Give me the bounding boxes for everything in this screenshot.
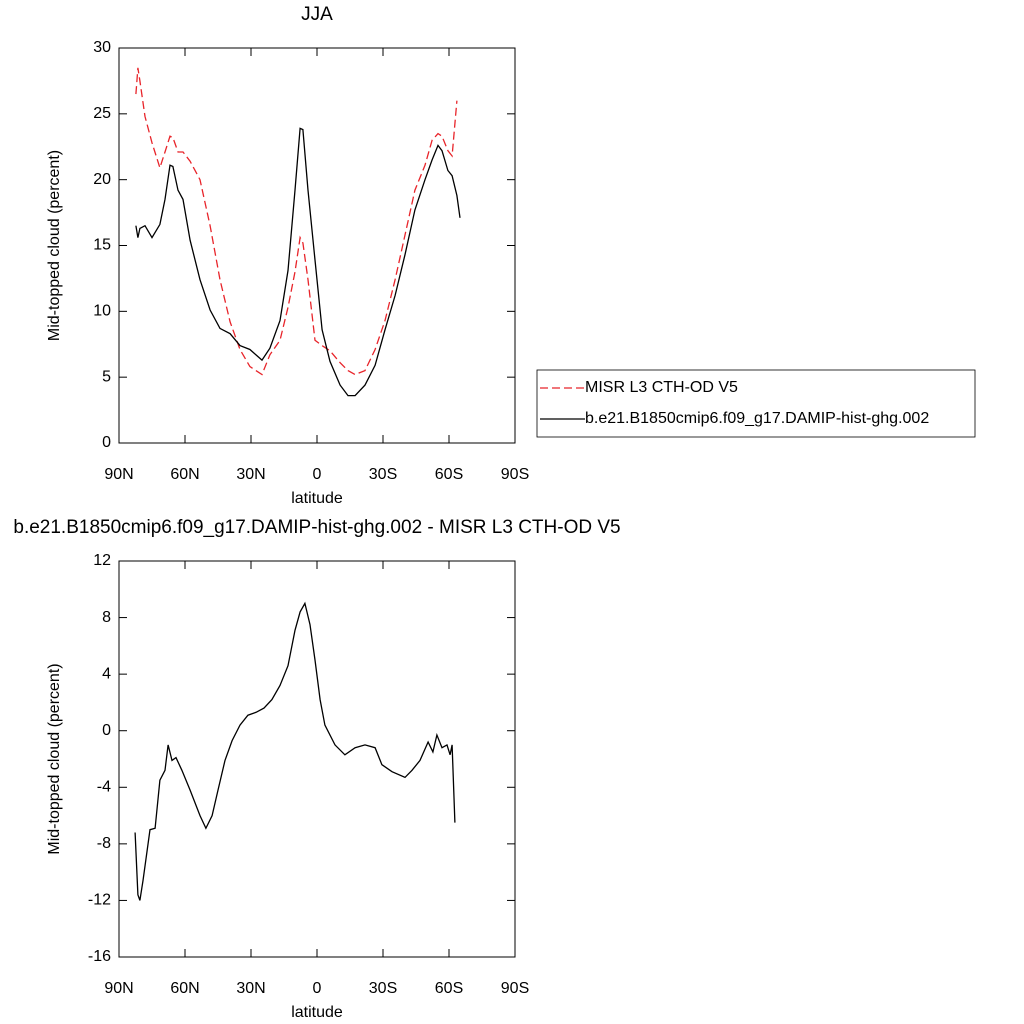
x-tick-label: 90S: [501, 466, 529, 483]
y-tick-label: 0: [102, 722, 111, 739]
series-line: [135, 67, 458, 376]
series-line: [135, 127, 461, 397]
y-tick-label: 10: [93, 303, 111, 320]
y-tick-label: 15: [93, 237, 111, 254]
y-tick-label: 20: [93, 171, 111, 188]
legend-label: MISR L3 CTH-OD V5: [585, 379, 738, 396]
legend-box: [536, 369, 976, 438]
x-tick-label: 90S: [501, 980, 529, 997]
y-tick-label: 4: [102, 665, 111, 682]
legend-label: b.e21.B1850cmip6.f09_g17.DAMIP-hist-ghg.…: [585, 410, 929, 427]
y-axis-label: Mid-topped cloud (percent): [46, 150, 63, 341]
x-tick-label: 60S: [435, 980, 463, 997]
x-axis-label: latitude: [291, 490, 343, 507]
y-tick-label: 0: [102, 434, 111, 451]
y-tick-label: -16: [88, 948, 111, 965]
x-tick-label: 30N: [236, 466, 265, 483]
x-tick-label: 60N: [170, 466, 199, 483]
y-tick-label: -8: [97, 835, 111, 852]
x-tick-label: 30N: [236, 980, 265, 997]
plot-frame: [118, 560, 516, 958]
chart-title: b.e21.B1850cmip6.f09_g17.DAMIP-hist-ghg.…: [13, 517, 620, 538]
y-axis-label: Mid-topped cloud (percent): [46, 663, 63, 854]
x-axis-label: latitude: [291, 1004, 343, 1021]
x-tick-label: 90N: [104, 980, 133, 997]
x-tick-label: 90N: [104, 466, 133, 483]
x-tick-label: 0: [313, 466, 322, 483]
chart-title: JJA: [301, 4, 333, 25]
y-tick-label: 12: [93, 552, 111, 569]
y-tick-label: 30: [93, 39, 111, 56]
series-line: [134, 601, 456, 901]
x-tick-label: 60S: [435, 466, 463, 483]
y-tick-label: 5: [102, 368, 111, 385]
y-tick-label: -12: [88, 892, 111, 909]
x-tick-label: 30S: [369, 980, 397, 997]
x-tick-label: 60N: [170, 980, 199, 997]
y-tick-label: -4: [97, 779, 111, 796]
legend: MISR L3 CTH-OD V5 b.e21.B1850cmip6.f09_g1…: [536, 369, 976, 438]
x-tick-label: 0: [313, 980, 322, 997]
plot-frame: [118, 47, 516, 444]
x-tick-label: 30S: [369, 466, 397, 483]
y-tick-label: 8: [102, 609, 111, 626]
y-tick-label: 25: [93, 105, 111, 122]
